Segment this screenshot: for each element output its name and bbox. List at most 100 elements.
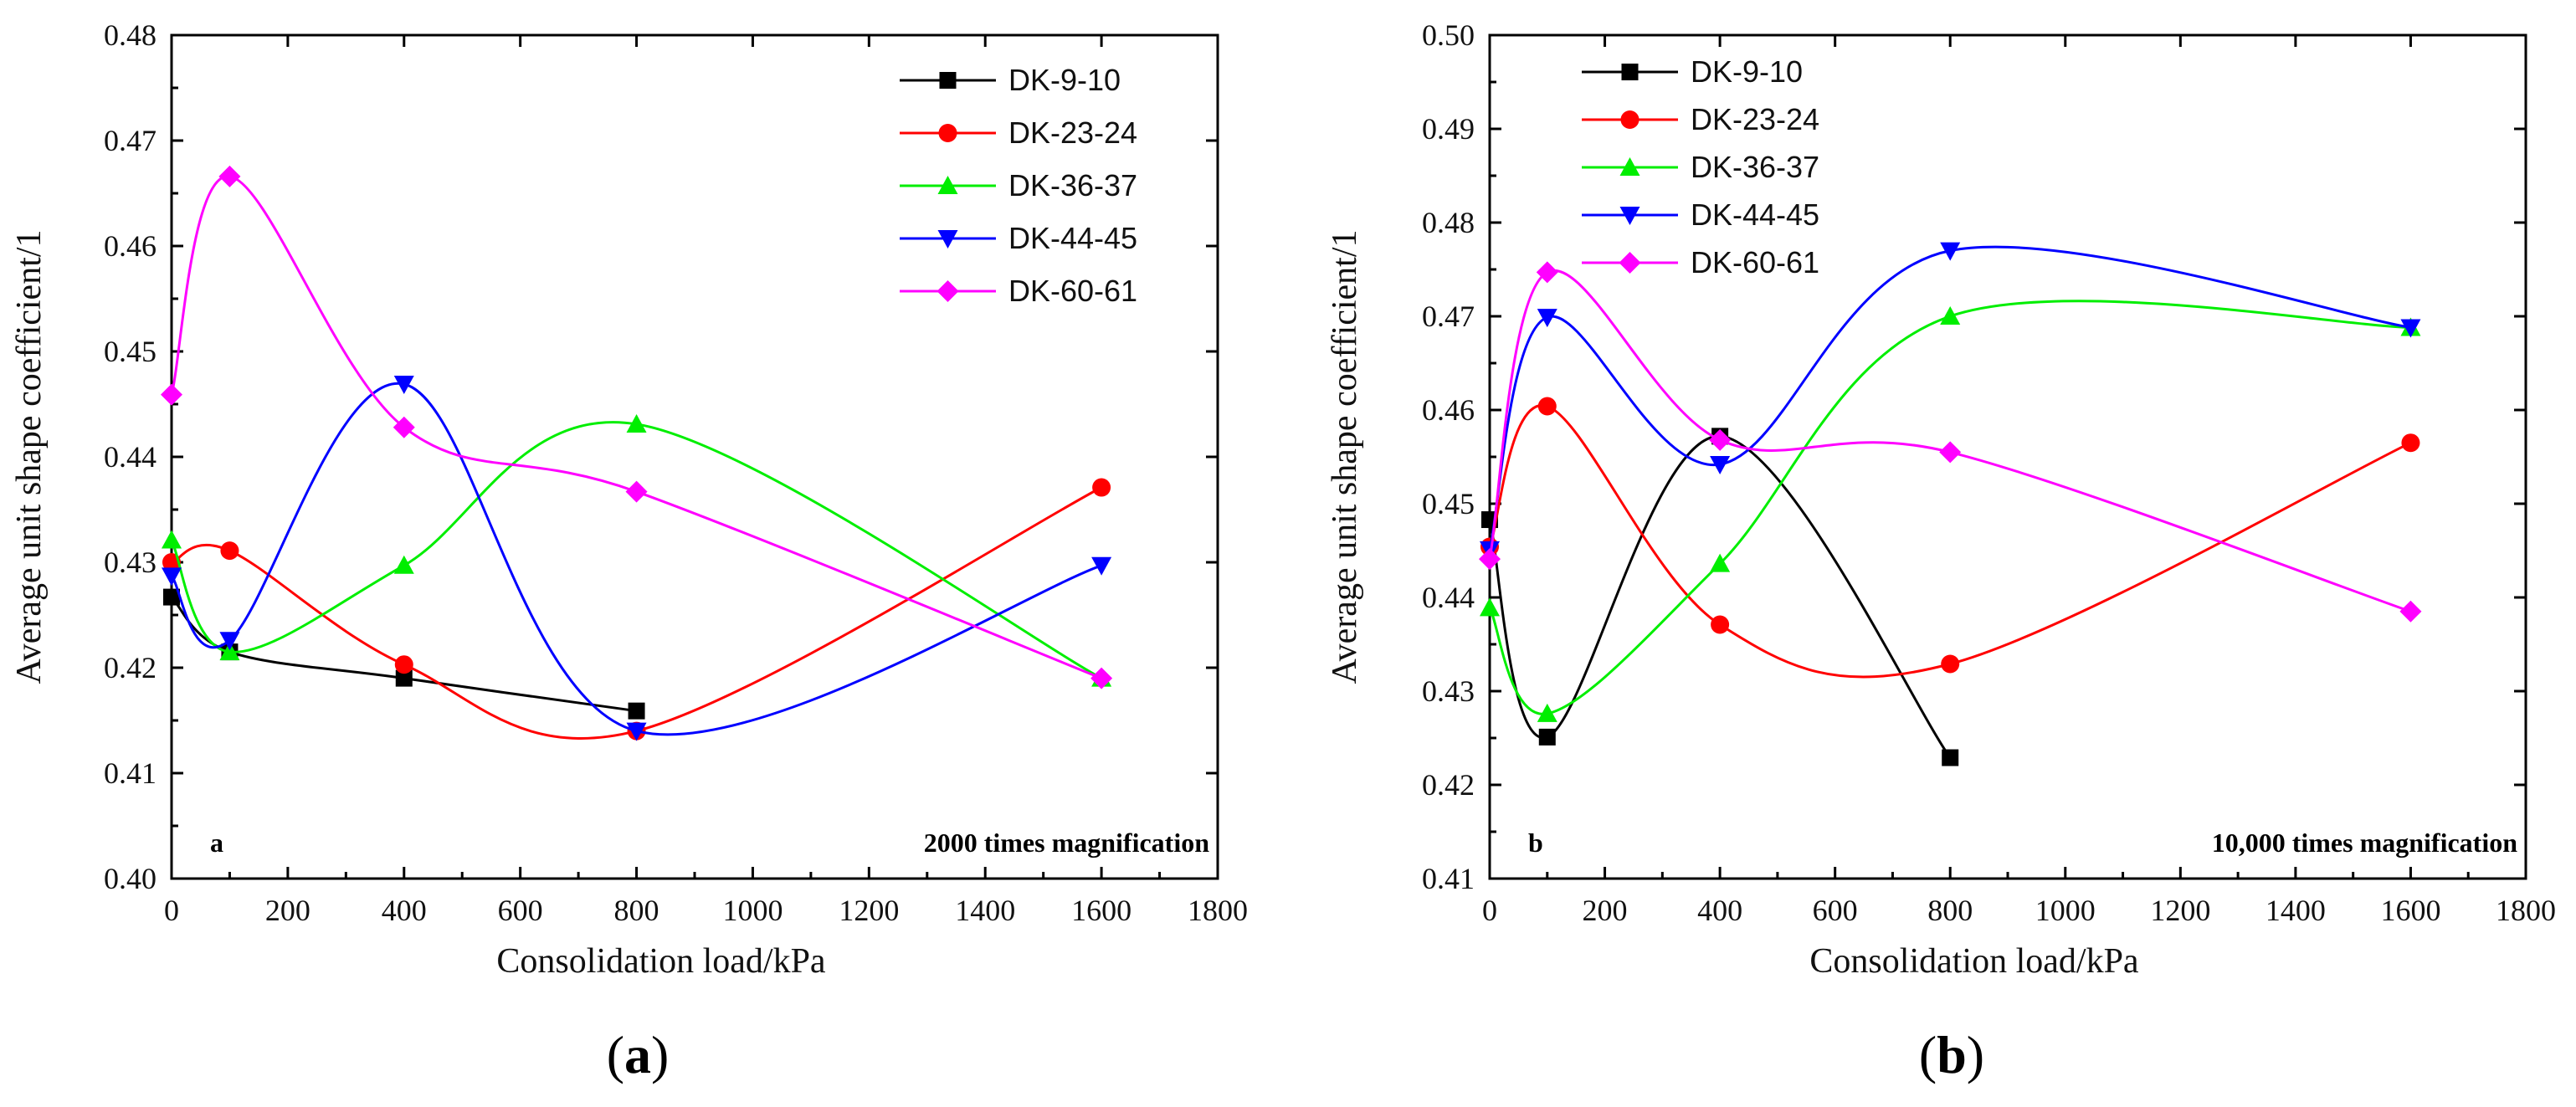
y-tick-label: 0.50: [1422, 18, 1475, 52]
panel-tag: b: [1528, 828, 1543, 858]
legend-label: DK-44-45: [1008, 221, 1137, 255]
caption-letter: b: [1937, 1025, 1967, 1084]
series-line: [1488, 404, 2412, 679]
data-point: [161, 383, 182, 406]
series-DK-60-61: [1479, 261, 2422, 623]
y-tick-label: 0.49: [1422, 112, 1475, 146]
y-tick-label: 0.46: [1422, 393, 1475, 427]
x-tick-label: 1800: [1188, 894, 1248, 927]
x-tick-label: 600: [498, 894, 543, 927]
data-point: [393, 416, 415, 438]
data-point: [1091, 556, 1112, 576]
data-point: [626, 722, 647, 741]
series-DK-23-24: [1480, 397, 2420, 679]
y-tick-label: 0.48: [104, 18, 157, 52]
legend-marker: [1619, 207, 1640, 225]
x-axis-title: Consolidation load/kPa: [496, 942, 826, 981]
legend-label: DK-9-10: [1691, 54, 1803, 89]
series-DK-36-37: [162, 413, 1112, 687]
x-tick-label: 600: [1813, 894, 1858, 927]
data-point: [1941, 654, 1960, 674]
magnification-annotation: 2000 times magnification: [924, 828, 1210, 858]
data-point: [219, 642, 240, 661]
x-tick-label: 800: [1927, 894, 1973, 927]
data-point: [162, 530, 182, 549]
series-DK-60-61: [161, 165, 1113, 689]
y-tick-label: 0.41: [1422, 862, 1475, 895]
data-point: [393, 555, 414, 574]
x-tick-label: 1600: [2380, 894, 2440, 927]
data-point: [162, 567, 182, 587]
data-point: [394, 655, 413, 674]
legend-label: DK-60-61: [1691, 245, 1819, 279]
data-point: [1940, 242, 1961, 261]
x-tick-label: 1200: [839, 894, 899, 927]
data-point: [1710, 455, 1731, 474]
data-point: [626, 413, 647, 433]
caption-open: (: [607, 1025, 624, 1084]
data-point: [1537, 703, 1557, 722]
legend-marker: [1621, 64, 1639, 80]
legend-label: DK-60-61: [1008, 274, 1137, 308]
y-tick-label: 0.41: [104, 756, 157, 790]
data-point: [1090, 667, 1113, 689]
magnification-annotation: 10,000 times magnification: [2212, 828, 2518, 858]
data-point: [1939, 441, 1962, 464]
x-tick-label: 200: [265, 894, 310, 927]
chart-panel-b: 0 200 400 600 800 1000 1200 1400 1600 1800 0.41 0.4…: [1326, 18, 2556, 1084]
data-point: [163, 588, 180, 606]
y-tick-label: 0.40: [104, 862, 157, 895]
series-line: [1488, 269, 2411, 613]
x-tick-label: 1000: [2035, 894, 2096, 927]
panel-caption: (b): [1919, 1025, 1984, 1084]
data-point: [2400, 319, 2421, 338]
y-tick-label: 0.47: [104, 124, 157, 157]
y-tick-label: 0.44: [1422, 581, 1475, 614]
x-tick-label: 800: [614, 894, 659, 927]
series-line: [171, 486, 1102, 740]
data-point: [628, 702, 645, 720]
data-point: [219, 632, 240, 651]
data-point: [1480, 597, 1500, 617]
legend-label: DK-23-24: [1691, 102, 1819, 136]
series-DK-23-24: [162, 478, 1111, 741]
y-tick-label: 0.45: [104, 335, 157, 368]
x-tick-label: 1200: [2150, 894, 2210, 927]
caption-close: ): [651, 1025, 669, 1084]
y-tick-label: 0.43: [104, 546, 157, 579]
legend-marker: [938, 124, 957, 142]
data-point: [1710, 553, 1731, 572]
data-point: [1092, 478, 1111, 497]
data-point: [393, 376, 414, 395]
x-tick-label: 400: [382, 894, 427, 927]
y-tick-label: 0.44: [104, 440, 157, 474]
series-line: [170, 596, 637, 713]
series-line: [170, 382, 1102, 736]
data-point: [2401, 433, 2420, 453]
y-axis-title: Average unit shape coefficient/1: [10, 229, 49, 684]
x-tick-label: 1400: [955, 894, 1015, 927]
y-tick-label: 0.48: [1422, 206, 1475, 239]
data-point: [395, 669, 413, 687]
data-point: [1709, 428, 1732, 451]
x-tick-label: 200: [1583, 894, 1628, 927]
data-point: [1479, 548, 1501, 571]
data-point: [1538, 728, 1556, 746]
legend-marker: [1620, 110, 1640, 129]
x-tick-label: 1600: [1071, 894, 1131, 927]
y-tick-label: 0.42: [104, 651, 157, 684]
chart-panel-a: 0 200 400 600 800 1000 1200 1400 1600 1800 0.40 0.4…: [10, 18, 1248, 1084]
y-tick-label: 0.42: [1422, 768, 1475, 802]
x-tick-label: 400: [1697, 894, 1742, 927]
legend-label: DK-36-37: [1008, 168, 1137, 202]
series-DK-9-10: [163, 588, 645, 720]
caption-open: (: [1919, 1025, 1937, 1084]
data-point: [1537, 397, 1557, 416]
legend-label: DK-44-45: [1691, 197, 1819, 232]
x-tick-label: 1000: [722, 894, 783, 927]
data-point: [1537, 309, 1557, 328]
legend-marker: [1619, 157, 1640, 176]
series-line: [1488, 245, 2411, 551]
plot-frame: [170, 33, 1219, 880]
data-point: [625, 480, 648, 503]
